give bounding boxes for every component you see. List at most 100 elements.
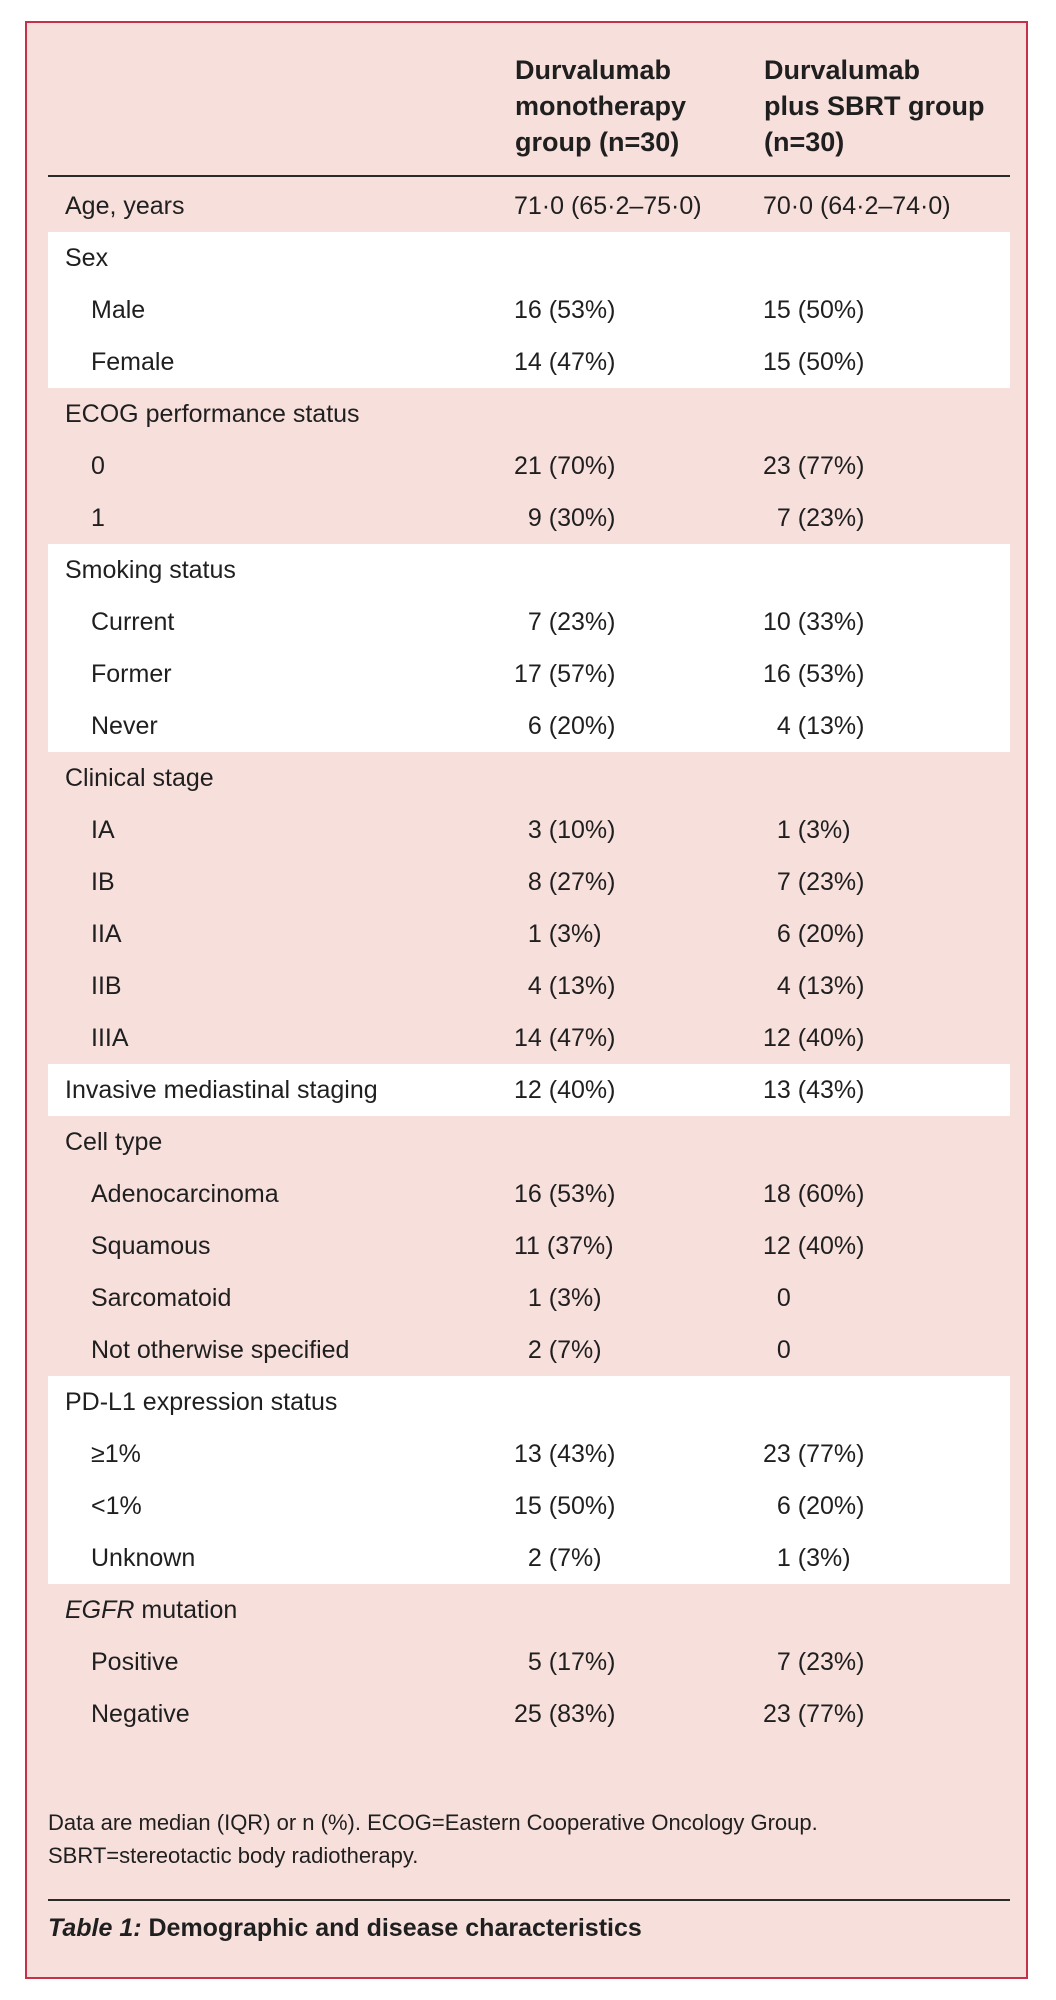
row-label: Never	[91, 712, 158, 740]
value-sbrt: 15 (50%)	[763, 348, 865, 376]
row-label: Male	[91, 296, 146, 324]
table-row: ≥1% 13 (43%) 23 (77%)	[48, 1428, 1010, 1480]
value-monotherapy: 16 (53%)	[514, 296, 616, 324]
table-row: Sex	[48, 232, 1010, 284]
table-row: Adenocarcinoma 16 (53%) 18 (60%)	[48, 1168, 1010, 1220]
footnote-line: SBRT=stereotactic body radiotherapy.	[48, 1843, 419, 1868]
value-monotherapy: 14 (47%)	[514, 348, 616, 376]
value-sbrt: 23 (77%)	[763, 1440, 865, 1468]
table-row: Negative 25 (83%) 23 (77%)	[48, 1688, 1010, 1740]
table-row: Unknown 2 (7%) 1 (3%)	[48, 1532, 1010, 1584]
value-sbrt: 12 (40%)	[763, 1232, 865, 1260]
value-monotherapy: 1 (3%)	[514, 1284, 602, 1312]
table-row: PD-L1 expression status	[48, 1376, 1010, 1428]
table-row: Smoking status	[48, 544, 1010, 596]
value-monotherapy: 2 (7%)	[514, 1336, 602, 1364]
value-monotherapy: 2 (7%)	[514, 1544, 602, 1572]
value-sbrt: 70·0 (64·2–74·0)	[763, 192, 951, 220]
table-panel: Durvalumab monotherapy group (n=30) Durv…	[25, 21, 1028, 1979]
row-label: IB	[91, 868, 115, 896]
header-line: Durvalumab	[764, 55, 921, 85]
row-label: Not otherwise specified	[91, 1336, 350, 1364]
row-label: Former	[91, 660, 172, 688]
row-label: IA	[91, 816, 115, 844]
header-line: monotherapy	[515, 91, 687, 121]
table-row: Sarcomatoid 1 (3%) 0	[48, 1272, 1010, 1324]
value-sbrt: 6 (20%)	[763, 1492, 865, 1520]
table-row: Age, years 71·0 (65·2–75·0) 70·0 (64·2–74·…	[48, 180, 1010, 232]
table-row: Former 17 (57%) 16 (53%)	[48, 648, 1010, 700]
value-sbrt: 0	[763, 1284, 791, 1312]
table-row: EGFR mutation	[48, 1584, 1010, 1636]
value-monotherapy: 16 (53%)	[514, 1180, 616, 1208]
row-label: 0	[91, 452, 105, 480]
table-row: Male 16 (53%) 15 (50%)	[48, 284, 1010, 336]
value-monotherapy: 1 (3%)	[514, 920, 602, 948]
table-row: Female 14 (47%) 15 (50%)	[48, 336, 1010, 388]
column-header-monotherapy: Durvalumab monotherapy group (n=30)	[515, 52, 735, 160]
value-sbrt: 0	[763, 1336, 791, 1364]
footnote-line: Data are median (IQR) or n (%). ECOG=Eas…	[48, 1810, 818, 1835]
value-sbrt: 7 (23%)	[763, 504, 865, 532]
value-sbrt: 13 (43%)	[763, 1076, 865, 1104]
row-label: IIIA	[91, 1024, 129, 1052]
row-label: Unknown	[91, 1544, 196, 1572]
value-monotherapy: 5 (17%)	[514, 1648, 616, 1676]
column-header-sbrt: Durvalumab plus SBRT group (n=30)	[764, 52, 1004, 160]
value-sbrt: 1 (3%)	[763, 816, 851, 844]
value-sbrt: 16 (53%)	[763, 660, 865, 688]
row-label: IIA	[91, 920, 122, 948]
table-row: IA 3 (10%) 1 (3%)	[48, 804, 1010, 856]
value-sbrt: 12 (40%)	[763, 1024, 865, 1052]
table-row: 0 21 (70%) 23 (77%)	[48, 440, 1010, 492]
table-row: Never 6 (20%) 4 (13%)	[48, 700, 1010, 752]
row-label: <1%	[91, 1492, 142, 1520]
value-monotherapy: 6 (20%)	[514, 712, 616, 740]
table-row: Squamous 11 (37%) 12 (40%)	[48, 1220, 1010, 1272]
value-monotherapy: 7 (23%)	[514, 608, 616, 636]
row-label: Age, years	[65, 192, 185, 220]
value-monotherapy: 8 (27%)	[514, 868, 616, 896]
table-row: IIB 4 (13%) 4 (13%)	[48, 960, 1010, 1012]
value-monotherapy: 17 (57%)	[514, 660, 616, 688]
value-monotherapy: 12 (40%)	[514, 1076, 616, 1104]
row-label: PD-L1 expression status	[65, 1388, 338, 1416]
row-label: ECOG performance status	[65, 400, 360, 428]
row-label: Current	[91, 608, 175, 636]
table-row: 1 9 (30%) 7 (23%)	[48, 492, 1010, 544]
value-monotherapy: 14 (47%)	[514, 1024, 616, 1052]
value-monotherapy: 11 (37%)	[514, 1232, 614, 1260]
value-monotherapy: 4 (13%)	[514, 972, 616, 1000]
row-label: IIB	[91, 972, 122, 1000]
table-row: IIIA 14 (47%) 12 (40%)	[48, 1012, 1010, 1064]
table-row: IIA 1 (3%) 6 (20%)	[48, 908, 1010, 960]
row-label: Sarcomatoid	[91, 1284, 232, 1312]
row-label: Invasive mediastinal staging	[65, 1076, 378, 1104]
caption-divider	[48, 1899, 1010, 1901]
row-label: Adenocarcinoma	[91, 1180, 279, 1208]
row-label: 1	[91, 504, 105, 532]
row-label: Smoking status	[65, 556, 236, 584]
row-label: Clinical stage	[65, 764, 214, 792]
table-body: Age, years 71·0 (65·2–75·0) 70·0 (64·2–74·…	[48, 180, 1010, 1740]
value-sbrt: 23 (77%)	[763, 452, 865, 480]
value-monotherapy: 71·0 (65·2–75·0)	[514, 192, 702, 220]
header-line: plus SBRT group	[764, 91, 985, 121]
table-row: ECOG performance status	[48, 388, 1010, 440]
value-sbrt: 15 (50%)	[763, 296, 865, 324]
value-sbrt: 7 (23%)	[763, 1648, 865, 1676]
row-label: Female	[91, 348, 175, 376]
table-footnote: Data are median (IQR) or n (%). ECOG=Eas…	[48, 1806, 1010, 1872]
row-label: Positive	[91, 1648, 179, 1676]
row-label: EGFR mutation	[65, 1596, 238, 1624]
value-sbrt: 10 (33%)	[763, 608, 865, 636]
table-row: Positive 5 (17%) 7 (23%)	[48, 1636, 1010, 1688]
caption-text: Demographic and disease characteristics	[141, 1914, 642, 1942]
value-monotherapy: 15 (50%)	[514, 1492, 616, 1520]
row-label: Cell type	[65, 1128, 163, 1156]
table-caption: Table 1: Demographic and disease charact…	[48, 1911, 642, 1945]
header-line: Durvalumab	[515, 55, 672, 85]
table-row: Invasive mediastinal staging 12 (40%) 13 (…	[48, 1064, 1010, 1116]
header-divider	[48, 175, 1010, 177]
value-sbrt: 18 (60%)	[763, 1180, 865, 1208]
